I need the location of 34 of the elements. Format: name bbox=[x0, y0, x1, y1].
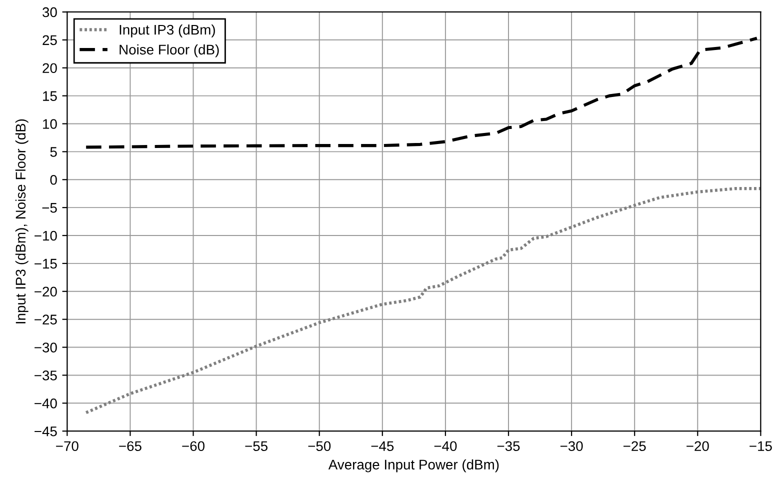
line-series bbox=[84, 187, 761, 414]
y-axis-title: Input IP3 (dBm), Noise Floor (dB) bbox=[15, 119, 28, 324]
x-tick-label: −35 bbox=[497, 441, 520, 452]
y-tick-label: 30 bbox=[42, 7, 57, 18]
y-tick-label: −30 bbox=[34, 342, 57, 352]
y-tick-label: −40 bbox=[34, 398, 57, 408]
y-tick-label: −35 bbox=[34, 370, 57, 380]
y-tick-label: −20 bbox=[34, 286, 57, 297]
legend-label: Noise Floor (dB) bbox=[120, 44, 219, 58]
y-tick-label: 0 bbox=[50, 174, 57, 185]
y-tick-label: −45 bbox=[34, 426, 57, 436]
legend-label: Input IP3 (dBm) bbox=[120, 24, 215, 38]
x-tick-label: −20 bbox=[686, 441, 709, 452]
x-tick-label: −60 bbox=[182, 441, 204, 452]
x-tick-label: −45 bbox=[371, 441, 394, 452]
x-tick-label: −55 bbox=[245, 441, 268, 452]
x-tick-label: −25 bbox=[624, 441, 646, 452]
x-tick-label: −30 bbox=[560, 441, 583, 452]
x-tick-label: −40 bbox=[434, 441, 457, 452]
y-tick-label: −15 bbox=[34, 258, 57, 269]
y-tick-label: 5 bbox=[50, 147, 57, 157]
y-tick-label: −5 bbox=[42, 203, 57, 213]
y-tick-label: 15 bbox=[43, 91, 57, 101]
x-tick-label: −50 bbox=[308, 441, 331, 452]
x-tick-label: −15 bbox=[750, 441, 772, 452]
y-tick-label: −25 bbox=[34, 314, 57, 325]
x-tick-label: −65 bbox=[119, 441, 142, 452]
x-axis-title: Average Input Power (dBm) bbox=[328, 459, 499, 472]
y-tick-label: 10 bbox=[43, 119, 57, 129]
line-series bbox=[84, 36, 758, 149]
x-tick-label: −70 bbox=[56, 441, 78, 452]
y-tick-label: 20 bbox=[42, 63, 57, 74]
y-tick-label: −10 bbox=[34, 230, 57, 241]
y-tick-label: 25 bbox=[42, 35, 57, 46]
